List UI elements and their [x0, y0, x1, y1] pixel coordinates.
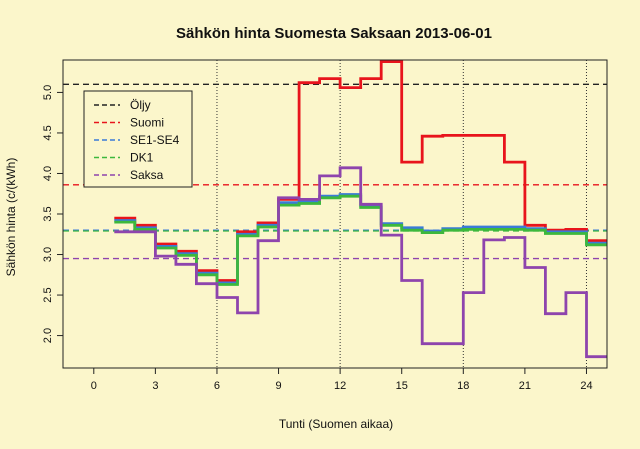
legend-label: Saksa — [130, 168, 164, 182]
y-tick-label: 4.5 — [42, 125, 54, 140]
y-tick-label: 2.0 — [42, 328, 54, 343]
x-tick-label: 9 — [275, 380, 281, 392]
x-tick-label: 12 — [334, 380, 346, 392]
legend-label: SE1-SE4 — [130, 133, 180, 147]
x-tick-label: 0 — [91, 380, 97, 392]
x-tick-label: 15 — [396, 380, 408, 392]
y-axis-label: Sähkön hinta (c/(kWh) — [4, 158, 18, 277]
x-tick-label: 6 — [214, 380, 220, 392]
y-tick-label: 3.5 — [42, 206, 54, 221]
y-tick-label: 5.0 — [42, 85, 54, 100]
legend-label: Suomi — [130, 116, 164, 130]
x-tick-label: 21 — [519, 380, 531, 392]
y-tick-label: 4.0 — [42, 166, 54, 181]
y-tick-label: 3.0 — [42, 247, 54, 262]
chart-title: Sähkön hinta Suomesta Saksaan 2013-06-01 — [176, 25, 492, 42]
legend-label: DK1 — [130, 151, 154, 165]
x-axis-label: Tunti (Suomen aikaa) — [279, 417, 393, 431]
x-tick-label: 3 — [152, 380, 158, 392]
legend-label: Öljy — [130, 98, 151, 112]
series-line — [114, 166, 607, 359]
y-tick-label: 2.5 — [42, 287, 54, 302]
legend-box — [83, 90, 193, 188]
x-tick-label: 18 — [457, 380, 469, 392]
series-line — [114, 194, 607, 286]
x-tick-label: 24 — [580, 380, 592, 392]
